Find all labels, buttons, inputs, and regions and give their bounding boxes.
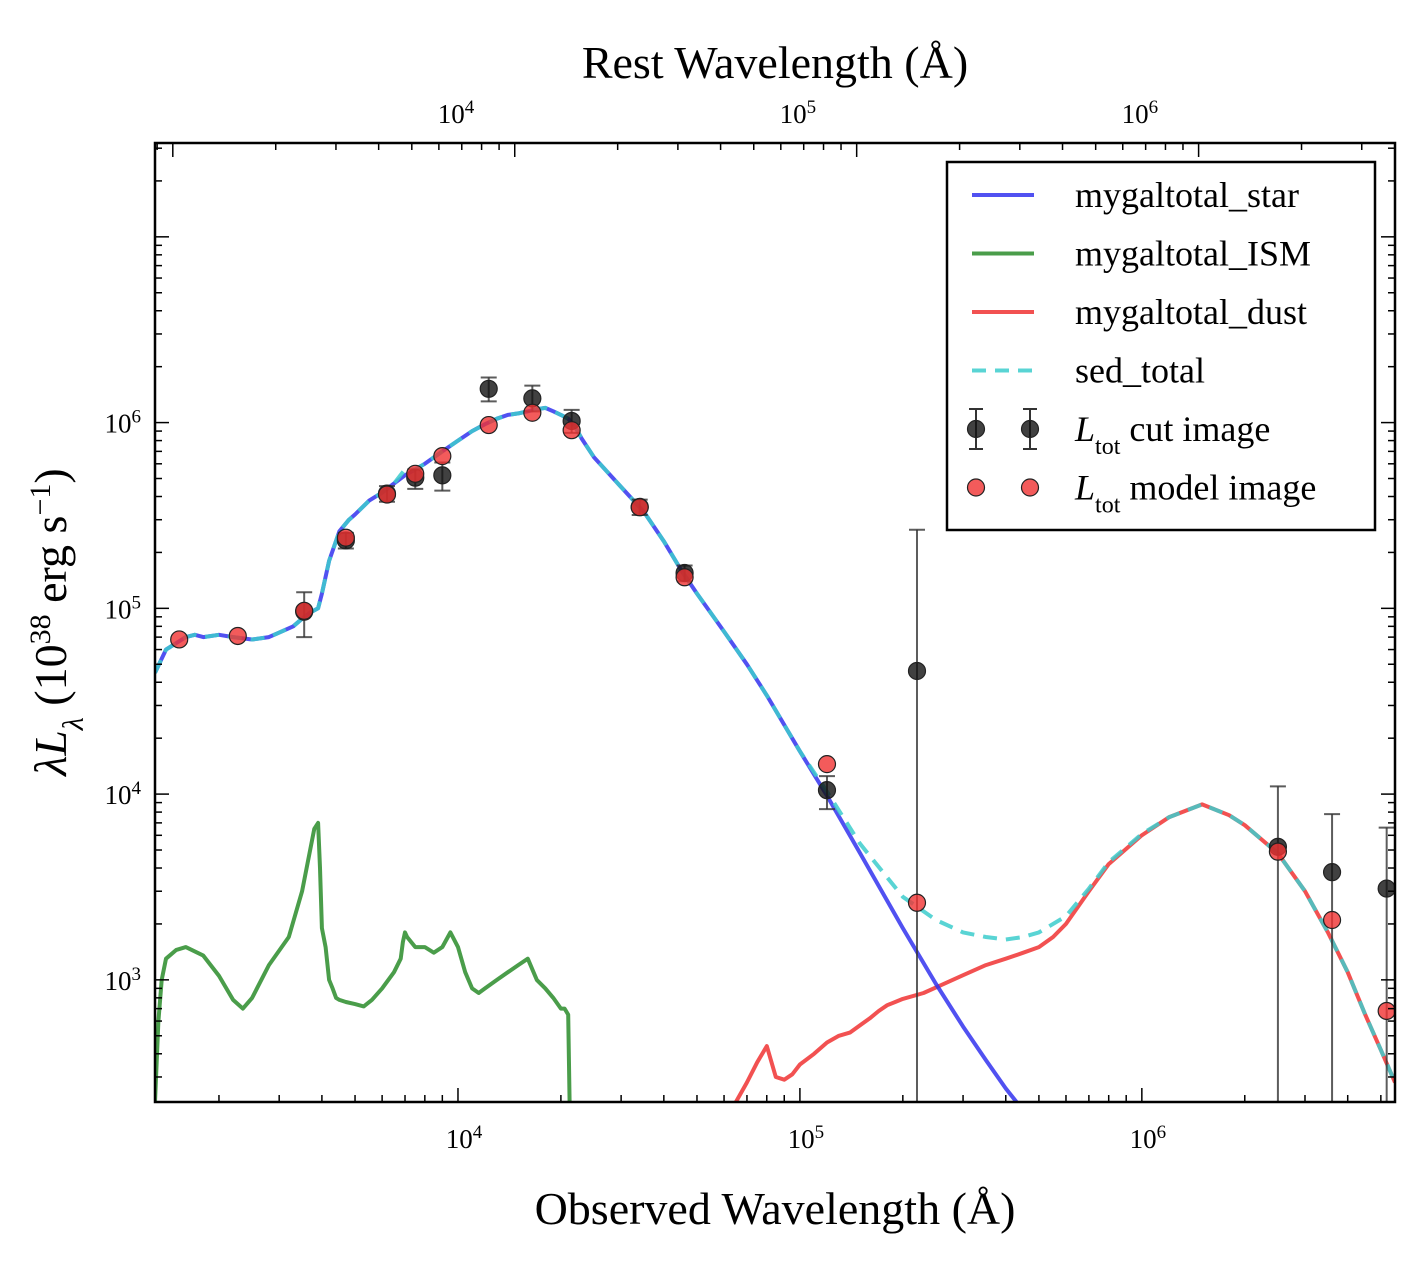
model_image-point [228,626,247,646]
model_image-point [295,601,314,620]
legend-item-star: mygaltotal_star [972,175,1299,215]
legend-label-cut_image: Ltot cut image [1074,409,1270,460]
cut_image-point [817,781,837,800]
y-tick-label: 106 [105,406,142,439]
legend-box [945,160,1377,532]
model_image-point [907,893,927,912]
model_image-point [1322,910,1342,930]
legend-item-cut_image: Ltot cut image [966,408,1270,460]
model_image-point [1377,1001,1395,1021]
cut_image-point [1377,879,1395,898]
model_image-point [433,447,452,466]
y-tick-label: 103 [105,963,142,996]
series-line-dust [734,802,1395,1102]
cut_image-point [479,379,498,398]
series-line-ism [155,820,572,1102]
model_image-point [1268,842,1288,861]
legend-item-model_image: Ltot model image [966,468,1316,519]
model_image-point [336,528,355,547]
svg-text:λLλ (1038 erg s−1): λLλ (1038 erg s−1) [24,468,90,777]
legend: mygaltotal_star mygaltotal_ISM mygaltotal_… [945,160,1377,532]
legend-label-star: mygaltotal_star [1075,175,1299,215]
legend-item-ism: mygaltotal_ISM [972,234,1311,274]
legend-swatch-model_image [1020,478,1040,497]
x-tick-label-top: 105 [780,97,817,130]
legend-swatch-cut_image [1020,419,1040,439]
model_image-point [630,498,649,517]
model_image-point [523,403,542,422]
series-line-sed_total [155,405,1395,1084]
x-tick-label-top: 104 [438,97,475,130]
model_image-point [479,415,498,435]
series-line-star [155,405,1019,1102]
x-tick-label-bottom: 104 [446,1122,483,1155]
x-tick-label-bottom: 105 [788,1122,825,1155]
legend-label-ism: mygaltotal_ISM [1075,234,1311,274]
legend-label-model_image: Ltot model image [1074,468,1316,519]
cut_image-point [433,466,452,485]
model_image-point [170,630,189,649]
plot-frame [153,141,1397,1104]
model_image-point [675,568,694,587]
model_image-point [817,755,837,774]
legend-item-dust: mygaltotal_dust [972,292,1307,332]
legend-swatch-model_image [966,478,986,497]
cut_image-point [907,661,927,681]
legend-label-dust: mygaltotal_dust [1075,292,1307,332]
x-axis-title: Observed Wavelength (Å) [535,1183,1016,1234]
x-tick-label-bottom: 106 [1130,1122,1167,1155]
x-tick-label-top: 106 [1122,97,1159,130]
model_image-point [406,464,425,483]
legend-label-sed_total: sed_total [1075,351,1205,391]
y-axis-title: λLλ (1038 erg s−1) [24,468,90,777]
y-tick-label: 104 [105,778,142,811]
cut_image-point [1322,863,1342,882]
model_image-point [377,485,397,504]
model_image-point [562,421,581,440]
top-axis-title: Rest Wavelength (Å) [582,37,968,88]
y-tick-label: 105 [105,592,142,625]
legend-item-sed_total: sed_total [972,351,1205,391]
legend-swatch-cut_image [966,419,986,439]
